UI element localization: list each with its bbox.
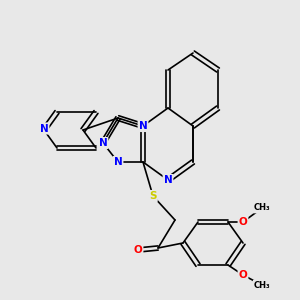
Text: O: O bbox=[238, 270, 247, 280]
Text: CH₃: CH₃ bbox=[254, 280, 270, 290]
Text: N: N bbox=[114, 157, 122, 167]
Text: CH₃: CH₃ bbox=[254, 203, 270, 212]
Text: N: N bbox=[40, 124, 48, 134]
Text: N: N bbox=[139, 121, 147, 131]
Text: N: N bbox=[164, 175, 172, 185]
Text: N: N bbox=[99, 138, 107, 148]
Text: S: S bbox=[149, 191, 157, 201]
Text: O: O bbox=[238, 217, 247, 227]
Text: O: O bbox=[134, 245, 142, 255]
